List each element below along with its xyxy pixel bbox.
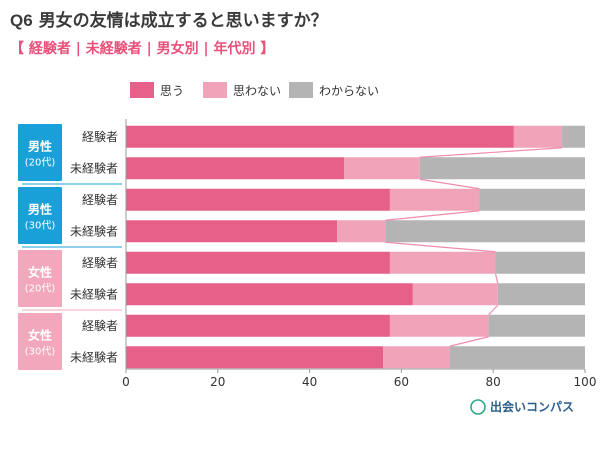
group-sublabel: (30代) bbox=[25, 346, 56, 358]
group-label: 男性 bbox=[28, 139, 52, 154]
x-tick-label: 40 bbox=[302, 375, 317, 389]
brand-name: 出会いコンパス bbox=[490, 400, 575, 414]
legend-swatch bbox=[203, 82, 227, 98]
x-tick-label: 60 bbox=[394, 375, 409, 389]
group-box bbox=[18, 124, 62, 181]
bar-segment bbox=[126, 314, 390, 337]
group-label: 女性 bbox=[28, 265, 52, 280]
x-tick-label: 20 bbox=[210, 375, 225, 389]
group-sublabel: (30代) bbox=[25, 220, 56, 232]
bar-segment bbox=[495, 251, 585, 274]
group-box bbox=[18, 313, 62, 370]
row-label: 経験者 bbox=[82, 129, 118, 144]
row-label: 未経験者 bbox=[70, 349, 118, 364]
connector-line bbox=[449, 336, 489, 347]
brand-logo: 出会いコンパス bbox=[470, 398, 574, 415]
bar-segment bbox=[126, 251, 390, 274]
compass-icon bbox=[470, 398, 486, 415]
bar-segment bbox=[385, 220, 585, 243]
connector-line bbox=[494, 273, 499, 284]
bar-segment bbox=[383, 346, 450, 369]
connector-line bbox=[385, 210, 480, 221]
group-sublabel: (20代) bbox=[25, 283, 56, 295]
bar-segment bbox=[126, 220, 338, 243]
chart-subtitle: 【 経験者 | 未経験者 | 男女別 | 年代別 】 bbox=[10, 41, 275, 57]
bar-segment bbox=[389, 314, 489, 337]
bar-segment bbox=[389, 251, 496, 274]
question-number: Q6 bbox=[10, 11, 33, 30]
row-label: 未経験者 bbox=[70, 223, 118, 238]
connector-line bbox=[385, 241, 496, 253]
x-tick-label: 0 bbox=[122, 375, 130, 389]
bar-segment bbox=[126, 188, 390, 211]
row-label: 未経験者 bbox=[70, 160, 118, 175]
question-text: 男女の友情は成立すると思いますか？ bbox=[38, 11, 328, 31]
x-tick-label: 100 bbox=[574, 375, 597, 389]
legend-label: 思う bbox=[160, 84, 184, 98]
group-label: 女性 bbox=[28, 328, 52, 343]
bar-segment bbox=[513, 125, 563, 148]
bar-segment bbox=[488, 314, 585, 337]
bar-segment bbox=[126, 283, 413, 306]
group-box bbox=[18, 187, 62, 244]
group-box bbox=[18, 250, 62, 307]
row-label: 経験者 bbox=[82, 318, 118, 333]
bar-segment bbox=[126, 125, 514, 148]
bar-segment bbox=[479, 188, 585, 211]
legend-swatch bbox=[130, 82, 154, 98]
row-label: 経験者 bbox=[82, 192, 118, 207]
bar-segment bbox=[419, 157, 585, 180]
chart-title: Q6 男女の友情は成立すると思いますか？ bbox=[10, 6, 328, 31]
bar-segment bbox=[562, 125, 585, 148]
group-sublabel: (20代) bbox=[25, 157, 56, 169]
legend-label: わからない bbox=[319, 84, 379, 98]
connector-line bbox=[419, 147, 563, 158]
bar-segment bbox=[344, 157, 420, 180]
bar-segment bbox=[126, 346, 384, 369]
bar-segment bbox=[449, 346, 585, 369]
connector-line bbox=[419, 178, 480, 190]
group-label: 男性 bbox=[28, 202, 52, 217]
legend-swatch bbox=[289, 82, 313, 98]
x-tick-label: 80 bbox=[486, 375, 501, 389]
bar-segment bbox=[412, 283, 498, 306]
bar-segment bbox=[497, 283, 585, 306]
legend-label: 思わない bbox=[233, 84, 281, 98]
row-label: 未経験者 bbox=[70, 286, 118, 301]
bar-segment bbox=[337, 220, 386, 243]
connector-line bbox=[488, 304, 499, 316]
bar-segment bbox=[389, 188, 480, 211]
row-label: 経験者 bbox=[82, 255, 118, 270]
bar-segment bbox=[126, 157, 345, 180]
